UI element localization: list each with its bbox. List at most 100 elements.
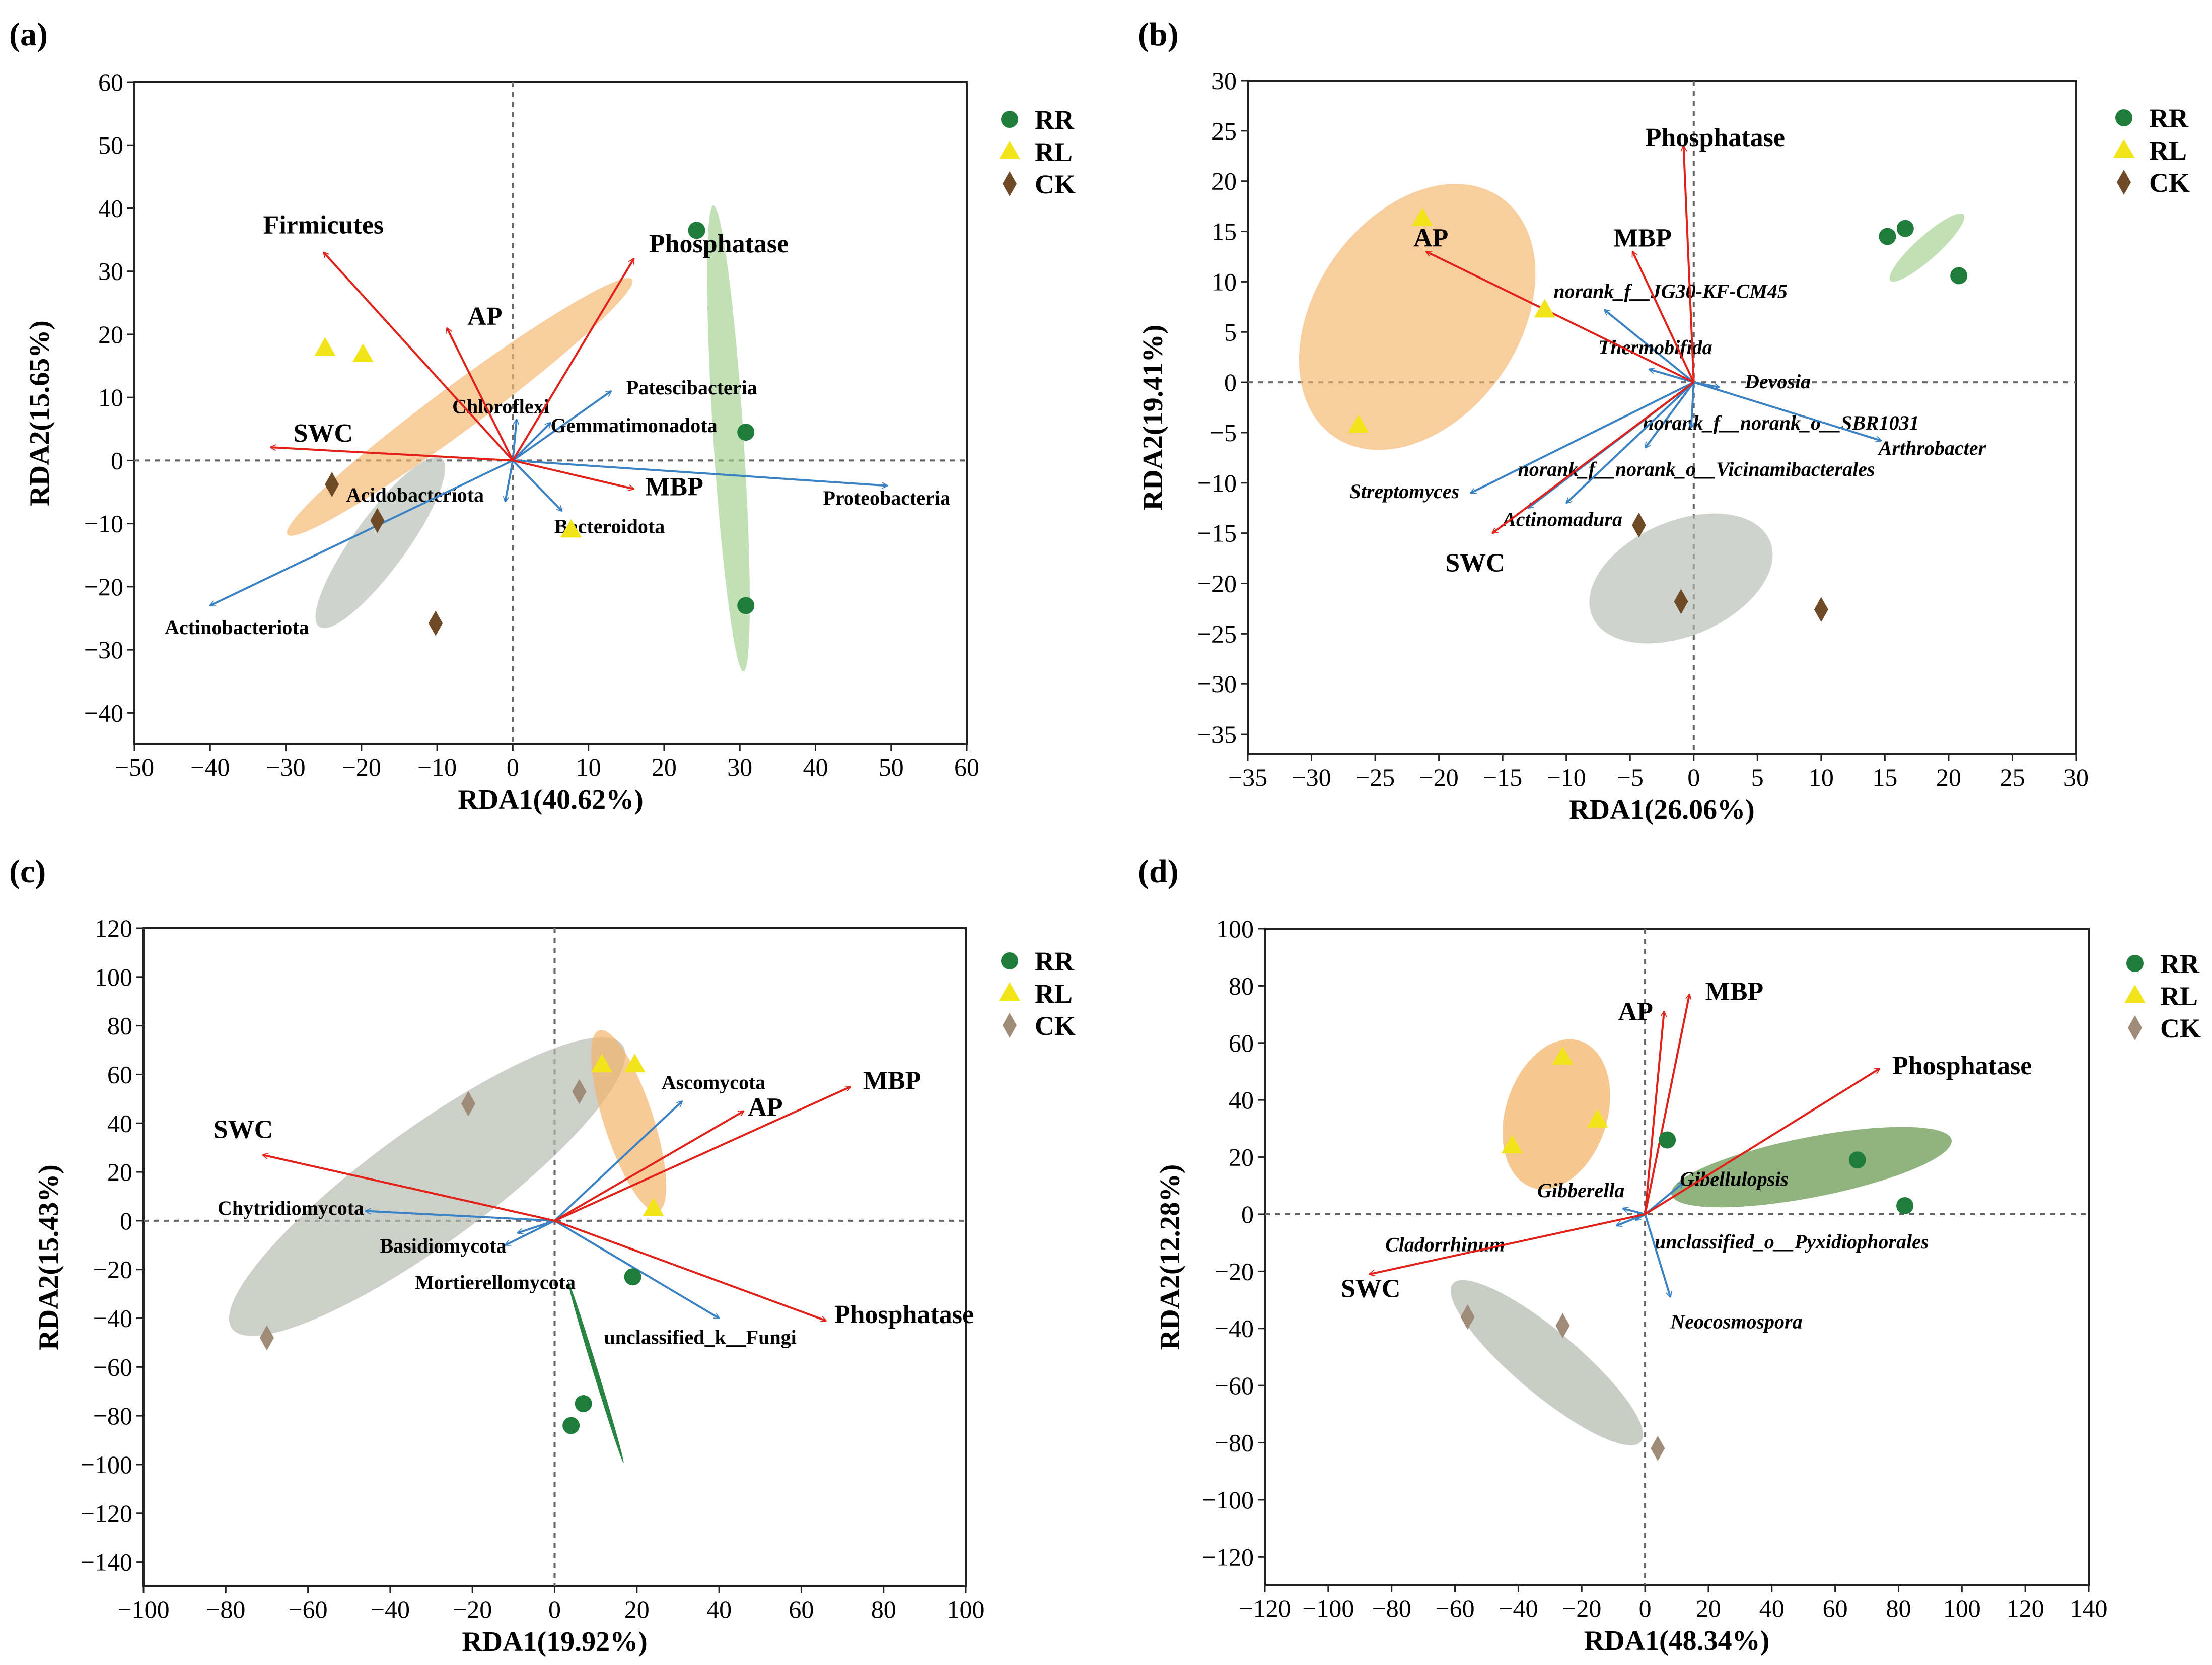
point-RL [1587,1108,1608,1128]
y-tick-label: −20 [84,573,123,601]
taxon-label-Ascomycota: Ascomycota [662,1071,766,1093]
taxon-label-Basidiomycota: Basidiomycota [380,1234,506,1257]
taxon-arrow-norank_f__JG30-KF-CM45 [1605,310,1695,383]
x-tick-label: 20 [624,1595,650,1623]
point-RR [1848,1151,1866,1169]
taxon-label-unclassified_k__Fungi: unclassified_k__Fungi [604,1326,796,1348]
taxon-arrow-Streptomyces [1471,381,1694,494]
taxon-arrow-Arthrobacter [1693,381,1881,441]
x-axis-title: RDA1(26.06%) [1569,794,1755,825]
taxon-arrow-Ascomycota [554,1101,682,1222]
x-tick-label: 0 [1639,1594,1652,1622]
env-label-SWC: SWC [1341,1274,1400,1303]
taxon-arrow-Actinobacteriota [210,459,514,607]
ellipse-RL [1299,184,1536,450]
env-arrow-SWC [1370,1213,1646,1274]
x-tick-label: 10 [576,753,601,781]
point-RR [1896,1197,1914,1214]
point-RL [624,1054,646,1073]
legend-label-RR: RR [2160,949,2200,979]
x-tick-label: 60 [789,1595,814,1623]
ellipse-CK [1589,513,1773,644]
point-CK [429,610,443,636]
y-tick-label: −5 [1210,419,1237,447]
taxon-label-Mortierellomycota: Mortierellomycota [415,1271,576,1293]
panel-label: (c) [9,853,46,890]
taxon-label-Gibberella: Gibberella [1537,1179,1624,1202]
x-tick-label: −20 [1562,1594,1601,1622]
ellipse-CK [1450,1280,1644,1445]
env-arrow-AP [554,1110,744,1222]
x-tick-label: 60 [1823,1594,1848,1622]
point-RL [1552,1046,1574,1065]
y-tick-label: 20 [98,320,123,349]
y-tick-label: 100 [1216,915,1254,943]
y-tick-label: 10 [1211,267,1237,296]
x-tick-label: 25 [2000,763,2025,791]
y-tick-label: 20 [1211,167,1237,195]
env-label-SWC: SWC [213,1115,273,1144]
x-tick-label: 20 [1696,1594,1721,1622]
ellipse-RR [1671,1127,1952,1208]
x-tick-label: 100 [947,1595,985,1623]
env-arrow-Phosphatase [1684,146,1695,383]
y-tick-label: −35 [1197,720,1237,748]
y-tick-label: 20 [1229,1143,1254,1171]
x-tick-label: 60 [954,753,979,781]
y-tick-label: 80 [1229,972,1254,1000]
ellipse-CK [315,457,446,629]
x-tick-label: 0 [507,753,519,781]
legend-label-RR: RR [1035,105,1075,135]
point-CK [1555,1313,1570,1339]
panel-a: (a) −50 −40 −30 −20 −10 0 10 20 30 40 50 60 −40 −30 −20… [9,16,1076,815]
taxon-arrow-Gibberella [1623,1209,1646,1215]
ellipse-RR [567,1281,624,1463]
point-CK [461,1091,476,1117]
legend-marker-RR [1001,952,1018,969]
point-CK [1460,1304,1475,1330]
env-arrow-AP [1426,250,1694,383]
env-arrow-Firmicutes [324,252,514,461]
x-tick-label: 5 [1751,763,1764,791]
y-tick-label: −100 [1202,1486,1254,1514]
panel-label: (d) [1138,853,1179,890]
taxon-label-Gibellulopsis: Gibellulopsis [1680,1167,1789,1190]
y-tick-label: −80 [93,1402,132,1430]
y-tick-label: −40 [93,1304,132,1333]
y-tick-label: −120 [81,1499,132,1528]
env-label-MBP: MBP [1613,224,1672,253]
env-arrow-Phosphatase [554,1220,826,1321]
point-RR [737,597,755,614]
y-axis-title: RDA2(12.28%) [1155,1164,1186,1350]
y-tick-label: 100 [95,963,132,991]
env-arrow-MBP [512,459,633,489]
y-tick-label: −10 [84,510,123,538]
taxon-arrow-Patescibacteria [512,391,611,462]
x-tick-label: 50 [879,753,904,781]
taxon-label-Thermobifida: Thermobifida [1598,336,1712,359]
point-RR [624,1268,641,1286]
ellipse-CK [229,1037,625,1336]
legend-marker-RR [2115,109,2132,126]
env-arrow-AP [1644,1011,1664,1215]
point-RL [352,343,374,363]
x-tick-label: −80 [206,1595,245,1623]
env-label-AP: AP [1618,997,1653,1026]
point-RR [688,222,705,239]
env-arrow-MBP [554,1087,851,1222]
taxon-label-norank_f__norank_o__Vicinamibacterales: norank_f__norank_o__Vicinamibacterales [1518,458,1875,480]
x-tick-label: 120 [2007,1594,2044,1622]
env-arrow-Phosphatase [512,259,635,461]
point-RL [1348,414,1370,433]
y-axis-title: RDA2(19.41%) [1137,325,1169,511]
x-tick-label: 20 [1936,763,1961,791]
panel-label: (a) [9,16,48,53]
taxon-label-Neocosmospora: Neocosmospora [1670,1310,1802,1333]
y-tick-label: −120 [1202,1543,1254,1571]
legend-marker-RL [999,141,1020,159]
env-label-AP: AP [748,1093,782,1122]
x-tick-label: −50 [115,753,154,781]
